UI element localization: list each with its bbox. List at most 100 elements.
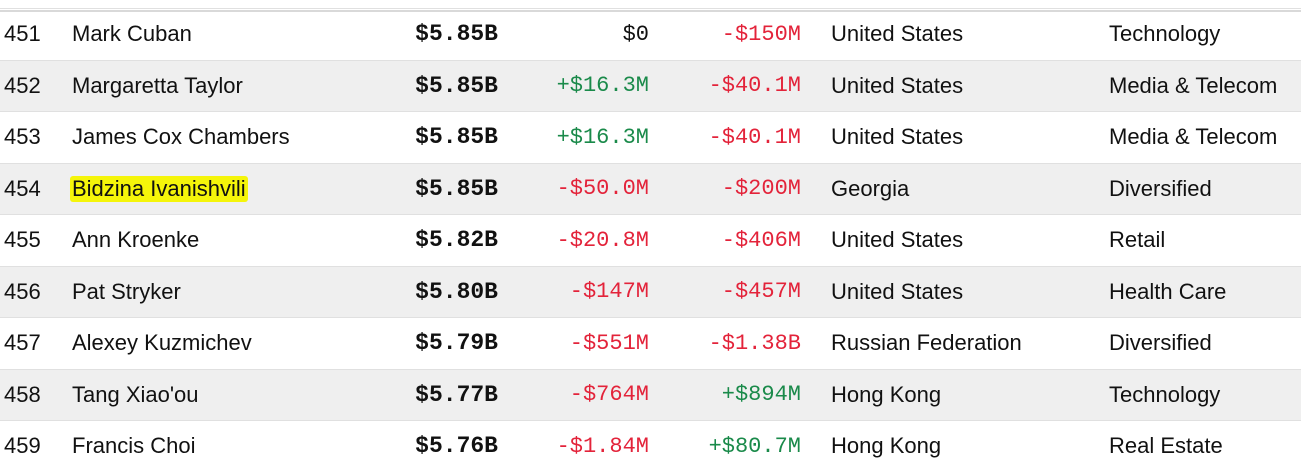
industry-cell: Retail: [1109, 215, 1165, 266]
rank-cell-text: 451: [4, 21, 41, 47]
last-change-cell: -$551M: [510, 318, 649, 369]
last-change-cell: +$16.3M: [510, 112, 649, 163]
last-change-cell-text: -$20.8M: [556, 227, 649, 253]
country-cell: United States: [831, 112, 963, 163]
name-cell[interactable]: James Cox Chambers: [72, 112, 290, 163]
country-cell: United States: [831, 61, 963, 112]
net-worth-cell-text: $5.80B: [415, 278, 498, 305]
net-worth-cell-text: $5.85B: [415, 21, 498, 48]
net-worth-cell: $5.79B: [380, 318, 498, 369]
net-worth-cell-text: $5.85B: [415, 72, 498, 99]
rank-cell-text: 459: [4, 433, 41, 459]
last-change-cell-text: $0: [622, 21, 649, 47]
industry-cell-text: Diversified: [1109, 175, 1212, 201]
country-cell: United States: [831, 9, 963, 60]
ytd-change-cell: -$40.1M: [660, 112, 801, 163]
ytd-change-cell: -$200M: [660, 164, 801, 215]
rank-cell-text: 455: [4, 227, 41, 253]
name-cell[interactable]: Bidzina Ivanishvili: [70, 164, 248, 215]
net-worth-cell: $5.76B: [380, 421, 498, 472]
ytd-change-cell-text: -$150M: [721, 21, 801, 47]
net-worth-cell: $5.85B: [380, 112, 498, 163]
table-row[interactable]: 457 Alexey Kuzmichev $5.79B -$551M -$1.38B Ru…: [0, 317, 1301, 369]
table-row[interactable]: 451 Mark Cuban $5.85B $0 -$150M United States…: [0, 8, 1301, 60]
last-change-cell: -$764M: [510, 370, 649, 421]
rank-cell: 458: [4, 370, 41, 421]
billionaires-table: 451 Mark Cuban $5.85B $0 -$150M United States…: [0, 8, 1301, 472]
net-worth-cell-text: $5.85B: [415, 124, 498, 151]
name-cell[interactable]: Francis Choi: [72, 421, 195, 472]
net-worth-cell: $5.77B: [380, 370, 498, 421]
industry-cell: Diversified: [1109, 164, 1212, 215]
name-cell[interactable]: Alexey Kuzmichev: [72, 318, 252, 369]
ytd-change-cell: -$406M: [660, 215, 801, 266]
ytd-change-cell-text: -$457M: [721, 279, 801, 305]
last-change-cell: +$16.3M: [510, 61, 649, 112]
country-cell-text: Hong Kong: [831, 433, 942, 459]
table-row[interactable]: 459 Francis Choi $5.76B -$1.84M +$80.7M Hong …: [0, 420, 1301, 472]
ytd-change-cell: -$1.38B: [660, 318, 801, 369]
rank-cell-text: 458: [4, 381, 41, 407]
ytd-change-cell-text: -$1.38B: [708, 330, 801, 356]
name-cell[interactable]: Ann Kroenke: [72, 215, 199, 266]
industry-cell-text: Media & Telecom: [1109, 124, 1278, 150]
ytd-change-cell: +$80.7M: [660, 421, 801, 472]
industry-cell: Media & Telecom: [1109, 61, 1277, 112]
rank-cell: 459: [4, 421, 41, 472]
table-row[interactable]: 452 Margaretta Taylor $5.85B +$16.3M -$40.1M…: [0, 59, 1301, 112]
country-cell-text: Russian Federation: [831, 330, 1022, 356]
ytd-change-cell-text: +$894M: [721, 382, 801, 408]
net-worth-cell-text: $5.76B: [415, 433, 498, 460]
rank-cell: 451: [4, 9, 41, 60]
ytd-change-cell-text: -$40.1M: [708, 73, 801, 99]
highlighted-name: Bidzina Ivanishvili: [70, 175, 248, 202]
rank-cell: 456: [4, 267, 41, 318]
net-worth-cell: $5.80B: [380, 267, 498, 318]
industry-cell-text: Real Estate: [1109, 433, 1223, 459]
industry-cell: Health Care: [1109, 267, 1226, 318]
industry-cell-text: Retail: [1109, 227, 1166, 253]
table-top-rule: [0, 10, 1301, 12]
name-cell-text: James Cox Chambers: [72, 124, 290, 150]
industry-cell-text: Diversified: [1109, 330, 1212, 356]
name-cell[interactable]: Mark Cuban: [72, 9, 192, 60]
net-worth-cell-text: $5.77B: [415, 381, 498, 408]
industry-cell: Technology: [1109, 9, 1220, 60]
country-cell-text: Hong Kong: [831, 381, 942, 407]
name-cell[interactable]: Margaretta Taylor: [72, 61, 243, 112]
industry-cell-text: Media & Telecom: [1109, 72, 1278, 98]
rank-cell: 452: [4, 61, 41, 112]
last-change-cell-text: -$147M: [569, 279, 649, 305]
ytd-change-cell: -$457M: [660, 267, 801, 318]
name-cell-text: Alexey Kuzmichev: [72, 330, 252, 356]
rank-cell-text: 452: [4, 72, 41, 98]
industry-cell: Diversified: [1109, 318, 1212, 369]
industry-cell: Media & Telecom: [1109, 112, 1277, 163]
ytd-change-cell: -$40.1M: [660, 61, 801, 112]
country-cell: Hong Kong: [831, 421, 941, 472]
rank-cell: 457: [4, 318, 41, 369]
net-worth-cell: $5.85B: [380, 9, 498, 60]
country-cell-text: United States: [831, 21, 964, 47]
name-cell-text: Ann Kroenke: [72, 227, 200, 253]
table-row[interactable]: 453 James Cox Chambers $5.85B +$16.3M -$40.1…: [0, 111, 1301, 163]
country-cell-text: United States: [831, 124, 964, 150]
name-cell[interactable]: Tang Xiao'ou: [72, 370, 199, 421]
name-cell[interactable]: Pat Stryker: [72, 267, 181, 318]
net-worth-cell-text: $5.82B: [415, 227, 498, 254]
last-change-cell-text: -$50.0M: [556, 176, 649, 202]
industry-cell-text: Technology: [1109, 21, 1221, 47]
net-worth-cell: $5.85B: [380, 61, 498, 112]
industry-cell: Real Estate: [1109, 421, 1223, 472]
table-row[interactable]: 458 Tang Xiao'ou $5.77B -$764M +$894M Hong Ko…: [0, 368, 1301, 421]
country-cell: Georgia: [831, 164, 909, 215]
table-row[interactable]: 455 Ann Kroenke $5.82B -$20.8M -$406M United …: [0, 214, 1301, 266]
country-cell-text: United States: [831, 278, 964, 304]
ytd-change-cell-text: -$200M: [721, 176, 801, 202]
industry-cell: Technology: [1109, 370, 1220, 421]
rank-cell-text: 453: [4, 124, 41, 150]
table-row[interactable]: 456 Pat Stryker $5.80B -$147M -$457M United S…: [0, 265, 1301, 318]
table-row[interactable]: 454 Bidzina Ivanishvili $5.85B -$50.0M -$200…: [0, 162, 1301, 215]
industry-cell-text: Health Care: [1109, 278, 1227, 304]
last-change-cell: -$50.0M: [510, 164, 649, 215]
